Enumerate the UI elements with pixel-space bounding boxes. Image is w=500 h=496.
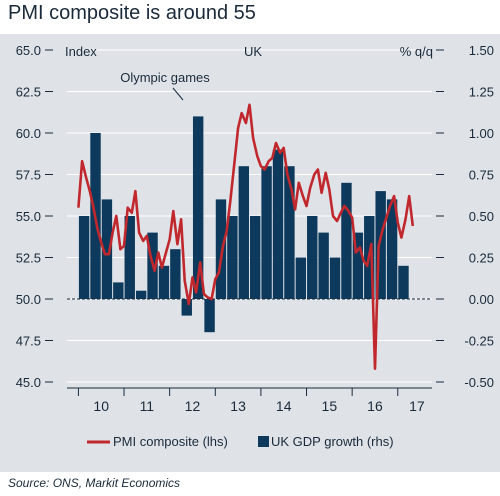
gdp-bar-2016q4 (386, 199, 398, 299)
gdp-bar-2010q3 (101, 199, 113, 299)
gdp-bar-2014q3 (284, 166, 295, 299)
left-tick-label: 50.0 (16, 292, 41, 307)
chart-center-label: UK (244, 44, 262, 59)
right-tick-label: 0.25 (469, 251, 494, 266)
x-tick-label: 10 (93, 398, 109, 414)
gdp-bar-2015q2 (318, 232, 329, 299)
left-tick-label: 60.0 (16, 126, 41, 141)
left-tick-label: 55.0 (16, 209, 41, 224)
right-tick-label: -0.50 (464, 375, 494, 390)
gdp-bar-2015q1 (307, 216, 318, 299)
x-tick-label: 14 (276, 398, 292, 414)
olympic-games-annotation: Olympic games (120, 70, 210, 85)
left-tick-label: 57.5 (16, 168, 41, 183)
gdp-bar-2015q4 (341, 182, 352, 299)
legend-gdp-swatch (258, 436, 269, 447)
gdp-bar-2012q2 (181, 299, 192, 316)
x-tick-label: 12 (185, 398, 201, 414)
left-tick-label: 47.5 (16, 334, 41, 349)
pmi-composite-line (77, 103, 415, 370)
gdp-bar-2012q3 (192, 116, 204, 300)
left-tick-label: 52.5 (16, 251, 41, 266)
right-tick-label: 0.75 (469, 168, 494, 183)
gdp-bar-2012q1 (170, 249, 181, 299)
gdp-bar-2015q3 (329, 257, 341, 299)
gdp-bar-2011q2 (135, 290, 147, 299)
gdp-bar-2012q4 (204, 299, 215, 333)
x-tick-label: 13 (230, 398, 246, 414)
left-tick-label: 45.0 (16, 375, 41, 390)
gdp-bar-2013q3 (238, 166, 249, 299)
chart-svg: 65.0 62.5 60.0 57.5 55.0 52.5 50.0 47.5 45.0 1.50… (16, 43, 494, 449)
right-tick-label: 0.50 (469, 209, 494, 224)
chart-panel: 65.0 62.5 60.0 57.5 55.0 52.5 50.0 47.5 45.0 1.50… (0, 34, 500, 472)
annotation-pointer (172, 87, 184, 101)
left-tick-label: 62.5 (16, 85, 41, 100)
chart-title: PMI composite is around 55 (8, 2, 256, 24)
right-tick-label: 1.50 (469, 43, 494, 58)
gdp-bar-2014q1 (261, 166, 272, 299)
left-tick-label: 65.0 (16, 43, 41, 58)
gdp-bar-2011q4 (158, 265, 170, 299)
right-tick-label: 1.25 (469, 85, 494, 100)
right-axis-label: % q/q (400, 44, 433, 59)
x-tick-label: 16 (367, 398, 383, 414)
legend-gdp-label: UK GDP growth (rhs) (271, 434, 394, 449)
gdp-bar-2013q2 (227, 216, 238, 299)
legend-pmi-label: PMI composite (lhs) (113, 434, 228, 449)
gdp-bar-2010q4 (113, 282, 124, 299)
x-tick-label: 15 (322, 398, 338, 414)
x-tick-label: 11 (140, 398, 155, 414)
source-note: Source: ONS, Markit Economics (8, 476, 181, 490)
gdp-bar-2011q1 (124, 216, 135, 299)
gdp-bar-2016q3 (375, 191, 386, 299)
gdp-bar-2014q2 (272, 149, 284, 299)
gdp-bar-2017q1 (398, 265, 409, 299)
gdp-bar-2010q1 (78, 216, 90, 299)
right-tick-label: 1.00 (469, 126, 494, 141)
gdp-bar-2013q4 (250, 216, 261, 299)
x-tick-label: 17 (409, 398, 425, 414)
gdp-bar-2013q1 (215, 199, 227, 299)
gdp-bar-2016q1 (352, 232, 364, 299)
gdp-bar-2014q4 (295, 257, 307, 299)
right-tick-label: 0.00 (469, 292, 494, 307)
right-tick-label: -0.25 (464, 334, 494, 349)
left-axis-label: Index (65, 44, 97, 59)
